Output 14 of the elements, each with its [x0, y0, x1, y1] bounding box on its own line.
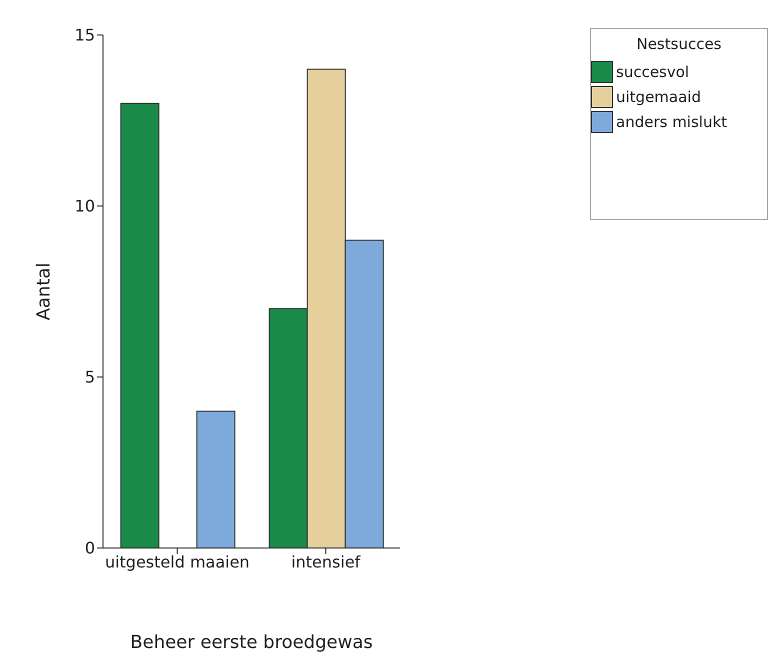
y-tick-label: 5: [84, 368, 95, 387]
y-tick-label: 15: [74, 26, 95, 45]
y-tick-label: 10: [74, 196, 95, 216]
bar: [120, 102, 160, 548]
y-axis-title: Aantal: [33, 262, 54, 320]
y-tick-label: 0: [84, 538, 95, 558]
x-axis-title: Beheer eerste broedgewas: [130, 632, 373, 653]
bar: [196, 410, 236, 548]
legend-label: succesvol: [616, 63, 690, 81]
x-tick-label: uitgesteld maaien: [104, 552, 250, 572]
x-tick-label: intensief: [291, 552, 361, 572]
legend-title: Nestsucces: [635, 35, 722, 53]
legend-label: anders mislukt: [616, 113, 728, 131]
legend-label: uitgemaaid: [616, 88, 701, 106]
